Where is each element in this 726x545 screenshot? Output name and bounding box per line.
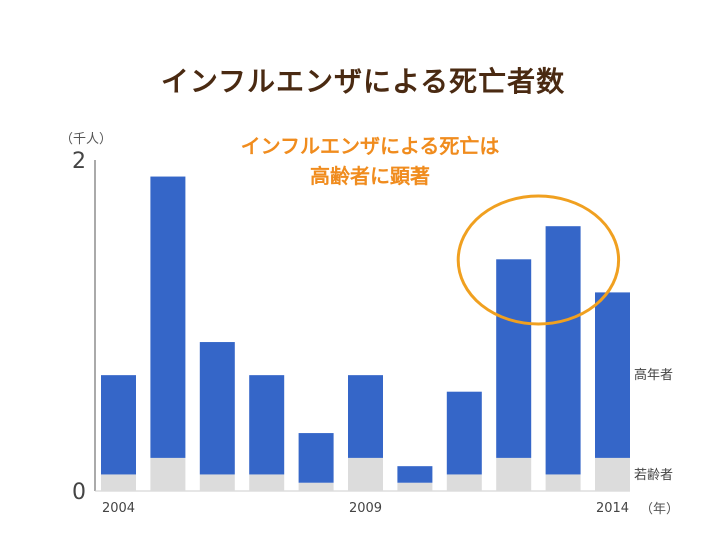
legend-young-label: 若齢者 (634, 468, 674, 483)
bar-elderly-2011 (446, 391, 482, 475)
bar-elderly-2010 (397, 466, 433, 483)
bar-elderly-2005 (150, 176, 186, 458)
x-tick-label: 2014 (596, 501, 629, 516)
highlight-ellipse (456, 194, 621, 326)
bar-young-2004 (101, 474, 136, 491)
bar-elderly-2012 (496, 259, 532, 458)
bar-young-2013 (545, 474, 581, 491)
bar-young-2009 (348, 457, 383, 491)
bar-elderly-2007 (249, 375, 285, 475)
x-tick-label: 2004 (102, 501, 135, 516)
bar-young-2014 (595, 457, 630, 491)
bar-young-2006 (199, 474, 235, 491)
x-tick-label: 2009 (349, 501, 382, 516)
chart-title: インフルエンザによる死亡者数 (160, 65, 566, 98)
bar-young-2010 (397, 482, 433, 491)
bar-young-2011 (446, 474, 482, 491)
bar-elderly-2009 (348, 375, 383, 458)
bar-young-2012 (496, 457, 532, 491)
annotation-line-2: 高齢者に顕著 (310, 164, 430, 188)
y-tick-label: 2 (72, 149, 86, 174)
legend-elderly-label: 高年者 (634, 368, 674, 383)
annotation-line-1: インフルエンザによる死亡は (240, 134, 500, 158)
bar-elderly-2008 (298, 433, 334, 483)
bar-elderly-2004 (101, 375, 136, 475)
bar-elderly-2014 (595, 292, 630, 458)
bar-young-2008 (298, 482, 334, 491)
y-tick-label: 0 (72, 480, 86, 505)
y-axis-unit: （千人） (60, 132, 113, 147)
bar-elderly-2013 (545, 226, 581, 475)
x-axis-unit: （年） (640, 502, 680, 517)
bar-young-2005 (150, 457, 186, 491)
bar-elderly-2006 (199, 342, 235, 475)
bar-young-2007 (249, 474, 285, 491)
